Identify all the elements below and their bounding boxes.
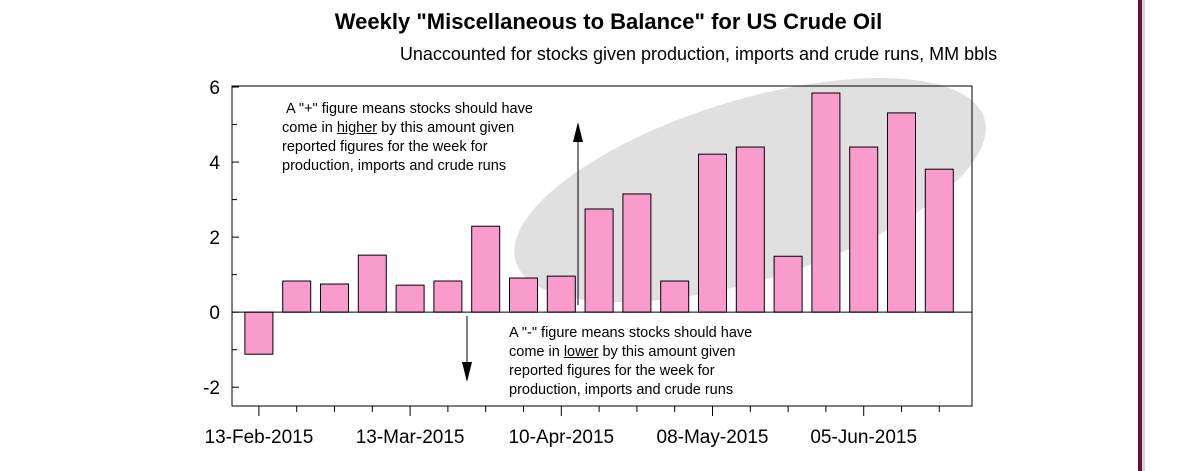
positive-annotation: A "+" figure means stocks should have co… [282, 100, 533, 176]
annotation-text: come in [509, 344, 564, 360]
bar [584, 208, 614, 313]
chart-title: Weekly "Miscellaneous to Balance" for US… [334, 9, 883, 34]
bar [924, 168, 954, 313]
x-tick-label: 05-Jun-2015 [810, 427, 917, 448]
annotation-text: come in [282, 120, 337, 136]
annotation-emphasis: higher [336, 120, 378, 136]
bar [357, 254, 387, 313]
y-tick-label: -2 [203, 378, 220, 399]
bar [698, 153, 727, 313]
bar [509, 277, 538, 313]
page-border-line [1138, 0, 1142, 471]
plot-frame [231, 85, 973, 407]
y-tick-label: 4 [209, 153, 220, 174]
bar [433, 280, 463, 313]
annotation-text: A "+" figure means stocks should have [286, 101, 533, 117]
bar [320, 283, 349, 313]
up-arrow-icon [573, 122, 583, 142]
bar [849, 146, 879, 313]
annotation-text: by this amount given [598, 344, 736, 360]
annotation-text: by this amount given [377, 120, 515, 136]
bar [471, 225, 501, 313]
chart-subtitle: Unaccounted for stocks given production,… [399, 44, 998, 64]
annotation-text: production, imports and crude runs [282, 158, 507, 174]
bar [773, 255, 803, 313]
bar [887, 112, 916, 313]
bar [282, 280, 312, 313]
bar [244, 311, 274, 355]
y-tick-label: 0 [209, 303, 220, 324]
page-border-shadow [1142, 0, 1145, 471]
bar [395, 284, 425, 313]
annotation-text: reported figures for the week for [509, 363, 715, 379]
bar [735, 146, 765, 313]
x-tick-label: 13-Feb-2015 [205, 427, 314, 448]
annotation-emphasis: lower [563, 344, 599, 360]
annotation-text: production, imports and crude runs [509, 382, 734, 398]
bar [811, 92, 841, 313]
annotation-text: A "-" figure means stocks should have [509, 325, 753, 341]
x-tick-label: 13-Mar-2015 [356, 427, 465, 448]
y-tick-label: 6 [209, 78, 220, 99]
x-tick-label: 08-May-2015 [657, 427, 769, 448]
bar [660, 280, 690, 313]
x-tick-label: 10-Apr-2015 [508, 427, 614, 448]
annotation-text: reported figures for the week for [282, 139, 488, 155]
bar [546, 275, 576, 313]
bar [622, 193, 652, 313]
negative-annotation: A "-" figure means stocks should have co… [509, 324, 752, 400]
y-tick-label: 2 [209, 228, 220, 249]
down-arrow-icon [462, 362, 472, 382]
